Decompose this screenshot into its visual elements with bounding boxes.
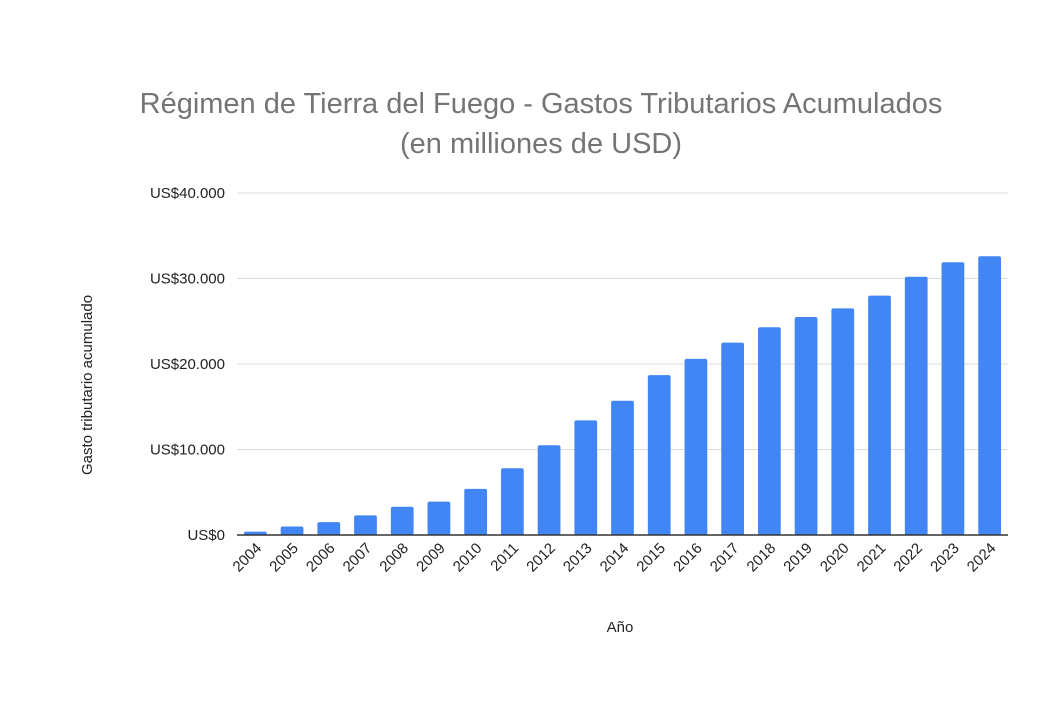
x-tick-label: 2021 xyxy=(854,540,890,576)
bars xyxy=(243,256,1002,535)
y-tick-label: US$30.000 xyxy=(150,271,225,288)
bar-2009 xyxy=(427,501,451,535)
bar-2012 xyxy=(537,445,561,535)
chart-title-line2: (en milliones de USD) xyxy=(400,128,682,160)
bar-2008 xyxy=(390,506,414,535)
x-tick-label: 2005 xyxy=(266,540,302,576)
chart-title-line1: Régimen de Tierra del Fuego - Gastos Tri… xyxy=(140,88,943,120)
bar-2018 xyxy=(757,327,781,535)
x-tick-label: 2016 xyxy=(670,540,706,576)
y-tick-label: US$0 xyxy=(187,527,225,544)
bar-2006 xyxy=(317,522,341,535)
x-tick-label: 2009 xyxy=(413,540,449,576)
bar-2016 xyxy=(684,358,708,535)
x-tick-label: 2014 xyxy=(597,540,633,576)
bar-2010 xyxy=(464,488,488,535)
bar-2020 xyxy=(831,308,855,535)
x-tick-label: 2019 xyxy=(780,540,816,576)
y-tick-label: US$40.000 xyxy=(150,185,225,202)
x-axis-label: Año xyxy=(607,619,634,636)
x-tick-label: 2010 xyxy=(450,540,486,576)
bar-2015 xyxy=(647,375,671,535)
bar-2022 xyxy=(904,276,928,535)
x-axis-ticks: 2004 2005 2006 2007 2008 2009 2010 2011 2012 2013… xyxy=(230,540,1000,576)
x-tick-label: 2006 xyxy=(303,540,339,576)
bar-2011 xyxy=(500,468,524,535)
bar-2021 xyxy=(868,295,891,535)
x-tick-label: 2015 xyxy=(633,540,669,576)
x-tick-label: 2024 xyxy=(964,540,1000,576)
y-tick-label: US$20.000 xyxy=(150,356,225,373)
bar-2017 xyxy=(721,342,745,535)
bar-2004 xyxy=(243,531,267,535)
x-tick-label: 2004 xyxy=(230,540,266,576)
x-tick-label: 2013 xyxy=(560,540,596,576)
y-tick-label: US$10.000 xyxy=(150,442,225,459)
bar-2024 xyxy=(978,256,1002,535)
x-tick-label: 2012 xyxy=(523,540,559,576)
x-tick-label: 2008 xyxy=(376,540,412,576)
x-tick-label: 2022 xyxy=(890,540,926,576)
bar-2005 xyxy=(280,526,304,535)
x-tick-label: 2020 xyxy=(817,540,853,576)
bar-2007 xyxy=(354,515,377,535)
x-tick-label: 2017 xyxy=(707,540,743,576)
x-tick-label: 2007 xyxy=(340,540,376,576)
x-tick-label: 2023 xyxy=(927,540,963,576)
bar-2023 xyxy=(941,262,965,535)
bar-2013 xyxy=(574,420,598,535)
x-tick-label: 2018 xyxy=(744,540,780,576)
y-axis-ticks: US$0 US$10.000 US$20.000 US$30.000 US$40.000 xyxy=(150,185,225,544)
x-tick-label: 2011 xyxy=(487,540,522,575)
bar-2019 xyxy=(794,316,818,535)
y-axis-label: Gasto tributario acumulado xyxy=(79,295,96,475)
bar-2014 xyxy=(611,400,634,535)
